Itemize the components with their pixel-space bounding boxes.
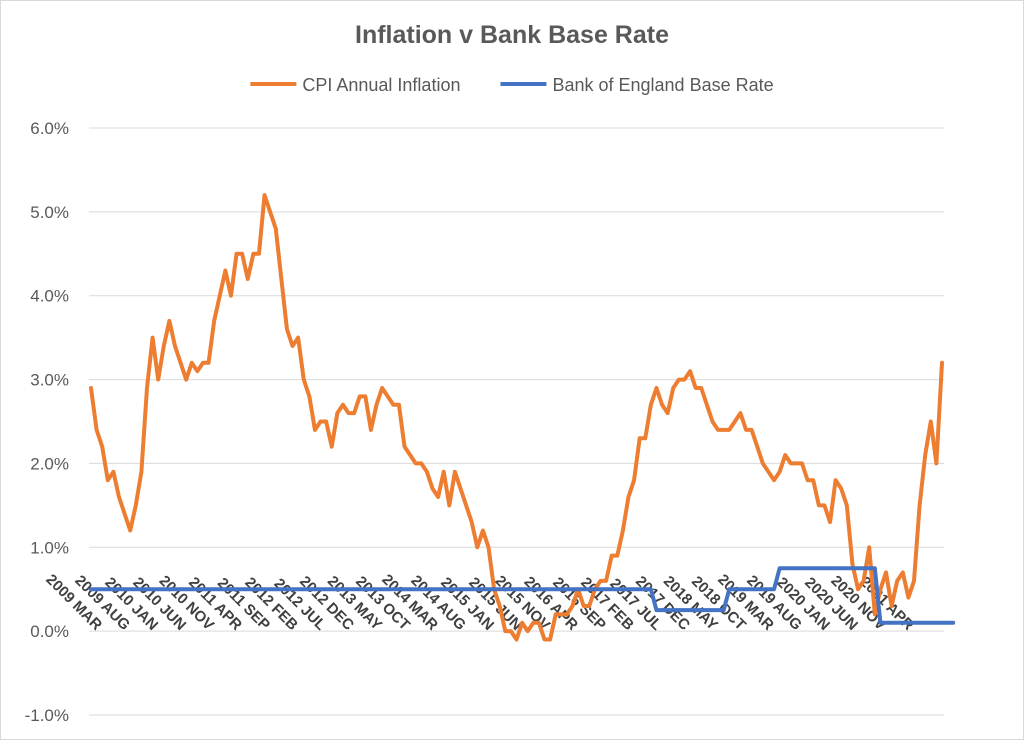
y-tick-label: 5.0% [30, 203, 69, 222]
gridlines [89, 127, 944, 716]
series-line-base-rate [89, 566, 956, 625]
y-tick-label: 2.0% [30, 454, 69, 473]
legend: CPI Annual Inflation Bank of England Bas… [250, 75, 774, 95]
y-tick-label: 1.0% [30, 538, 69, 557]
series-line-cpi [89, 193, 944, 642]
y-tick-label: 3.0% [30, 371, 69, 390]
series-lines [89, 193, 956, 642]
legend-label-base-rate: Bank of England Base Rate [552, 75, 773, 95]
y-tick-label: -1.0% [25, 706, 69, 725]
chart-title: Inflation v Bank Base Rate [355, 21, 669, 49]
y-axis: -1.0% 0.0% 1.0% 2.0% 3.0% 4.0% 5.0% 6.0% [25, 119, 69, 725]
legend-label-cpi: CPI Annual Inflation [302, 75, 460, 95]
y-tick-label: 4.0% [30, 287, 69, 306]
y-tick-label: 0.0% [30, 622, 69, 641]
y-tick-label: 6.0% [30, 119, 69, 138]
